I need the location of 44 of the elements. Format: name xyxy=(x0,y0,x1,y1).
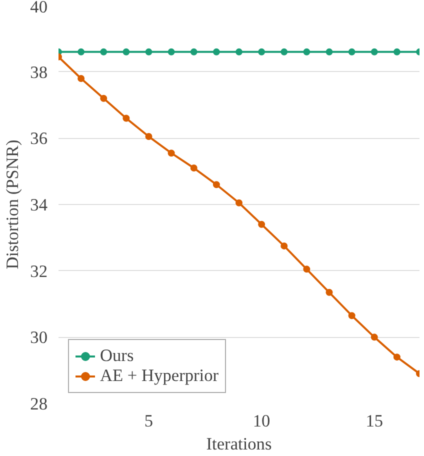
point xyxy=(303,48,310,56)
point xyxy=(212,48,220,56)
point xyxy=(190,164,198,172)
y-tick-label: 30 xyxy=(30,328,48,348)
point xyxy=(212,181,220,188)
point xyxy=(122,48,130,56)
point xyxy=(190,48,198,56)
y-tick-label: 28 xyxy=(30,394,48,414)
y-tick-label: 38 xyxy=(30,62,48,82)
point xyxy=(78,48,85,56)
point xyxy=(280,242,288,250)
y-axis-title: Distortion (PSNR) xyxy=(3,140,22,270)
x-tick-label: 5 xyxy=(144,412,154,430)
point xyxy=(168,48,175,56)
point xyxy=(393,354,400,361)
point xyxy=(236,199,242,206)
point xyxy=(348,312,356,320)
point xyxy=(122,114,130,122)
y-tick-label: 34 xyxy=(30,196,48,214)
point xyxy=(326,288,333,296)
x-tick-label: 10 xyxy=(252,412,270,430)
point xyxy=(258,48,266,56)
point xyxy=(236,48,242,56)
point xyxy=(326,48,333,56)
point xyxy=(348,48,356,56)
point xyxy=(303,266,310,273)
point xyxy=(168,150,175,157)
x-tick-label: 15 xyxy=(366,412,384,430)
point xyxy=(78,74,85,82)
point xyxy=(280,48,288,56)
point xyxy=(100,48,108,56)
x-axis-title: Iterations xyxy=(206,434,272,454)
point xyxy=(258,220,266,228)
point xyxy=(370,48,378,56)
y-tick-label: 32 xyxy=(30,262,48,281)
y-tick-label: 40 xyxy=(30,0,48,16)
point xyxy=(393,48,400,56)
point xyxy=(370,334,378,341)
legend-label: AE + Hyperprior xyxy=(100,366,219,386)
point xyxy=(145,48,152,56)
point xyxy=(100,94,108,102)
legend-label: Ours xyxy=(100,346,134,366)
point xyxy=(145,133,152,140)
y-tick-label: 36 xyxy=(30,129,48,148)
